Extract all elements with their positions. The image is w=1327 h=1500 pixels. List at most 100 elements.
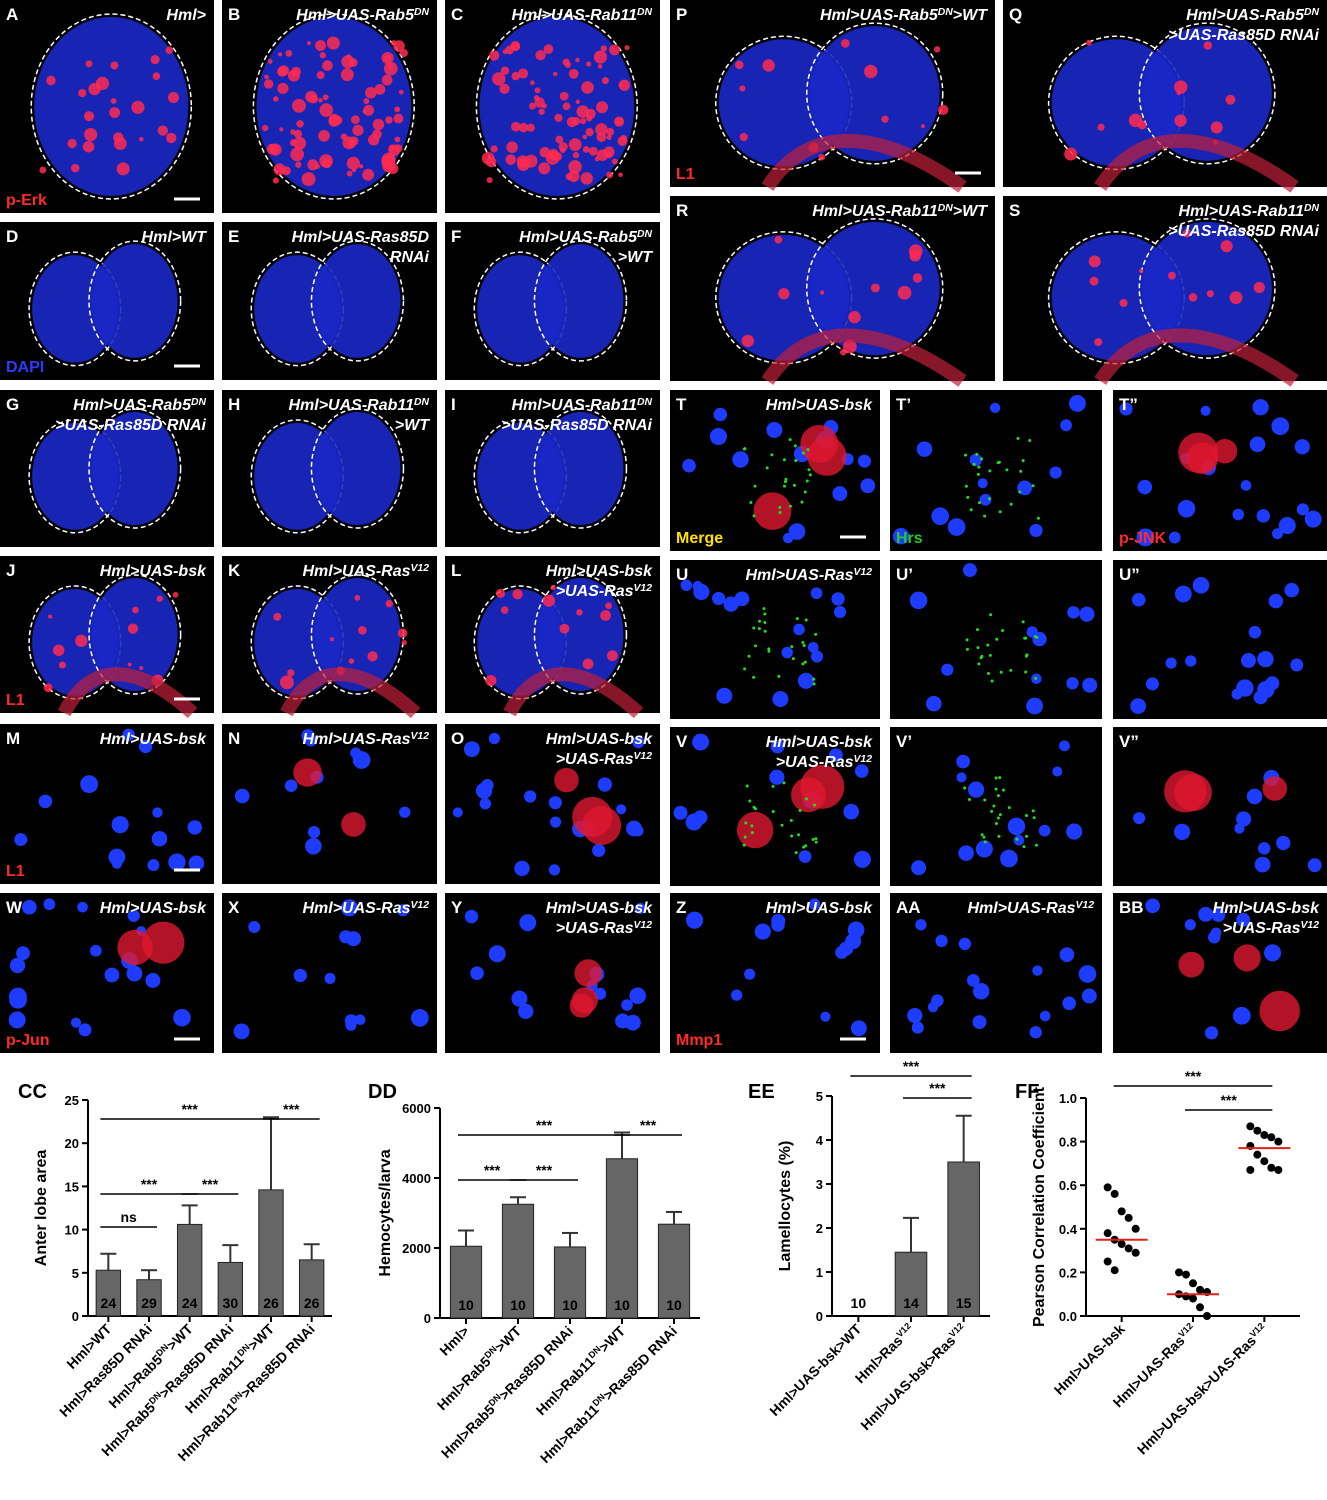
lobe-outline — [88, 240, 182, 362]
hrs-puncta — [983, 798, 987, 802]
signal-spot — [285, 50, 293, 57]
panel: BB Hml>UAS-bsk >UAS-RasV12 — [1113, 893, 1327, 1053]
nucleus — [9, 957, 26, 974]
panel-letter: E — [228, 227, 239, 246]
signal-spot — [1097, 123, 1105, 131]
hrs-puncta — [777, 674, 781, 678]
signal-spot — [495, 588, 506, 598]
data-point — [1274, 1137, 1283, 1146]
panel-image — [890, 727, 1102, 886]
nucleus — [550, 816, 562, 828]
signal-spot — [165, 46, 174, 55]
hrs-puncta — [1009, 668, 1013, 672]
signal-spot — [387, 63, 394, 70]
signal-spot — [614, 116, 625, 127]
signal-spot — [606, 134, 612, 140]
nucleus — [713, 407, 728, 422]
hrs-puncta — [1001, 628, 1005, 632]
panel: B Hml>UAS-Rab5DN — [222, 0, 437, 213]
nucleus — [519, 914, 537, 932]
y-tick-label: 0.4 — [1059, 1222, 1078, 1237]
hrs-puncta — [972, 462, 976, 466]
text-segment: Hml>UAS-bsk — [766, 734, 873, 751]
stained-cell — [1233, 944, 1261, 972]
significance-label: *** — [283, 1101, 300, 1117]
hrs-puncta — [992, 804, 996, 808]
signal-spot — [273, 612, 282, 621]
nucleus — [8, 1011, 26, 1029]
significance-label: *** — [929, 1080, 946, 1096]
hrs-puncta — [808, 473, 812, 477]
nucleus — [892, 528, 910, 545]
signal-spot — [391, 40, 397, 46]
label-text: Hml>UAS-bsk — [546, 563, 653, 580]
nucleus — [479, 797, 491, 810]
signal-spot — [505, 154, 517, 165]
text-segment: Hml>UAS-bsk — [546, 731, 653, 748]
hrs-puncta — [803, 490, 807, 494]
hrs-puncta — [983, 514, 987, 518]
hrs-puncta — [1015, 837, 1019, 841]
nucleus — [1211, 908, 1226, 922]
signal-spot — [575, 99, 581, 104]
panel: U” — [1113, 560, 1327, 719]
nucleus — [1058, 740, 1070, 752]
bar — [258, 1189, 284, 1317]
nucleus — [16, 946, 30, 961]
text-segment: Hml> — [436, 1323, 472, 1359]
text-segment: Hml>UAS-bsk>WT — [766, 1320, 865, 1419]
panel-letter: N — [228, 729, 240, 748]
panel-letter: V” — [1119, 732, 1139, 751]
nucleus — [716, 687, 733, 704]
signal-spot — [819, 290, 825, 295]
panel-letter: W — [6, 898, 23, 917]
nucleus — [1131, 592, 1146, 607]
nucleus — [734, 591, 750, 607]
signal-spot — [534, 97, 545, 108]
nucleus — [843, 803, 860, 820]
nucleus — [38, 794, 53, 809]
signal-spot — [110, 97, 117, 104]
nucleus — [941, 663, 954, 676]
hrs-puncta — [798, 809, 802, 813]
nucleus — [305, 837, 322, 855]
hrs-puncta — [997, 460, 1001, 464]
signal-spot — [301, 172, 316, 187]
text-segment: >WT — [953, 7, 988, 24]
nucleus — [686, 911, 704, 929]
data-point — [1110, 1266, 1119, 1275]
nucleus — [1192, 577, 1210, 594]
signal-spot — [83, 111, 95, 122]
signal-spot — [618, 172, 623, 178]
hrs-puncta — [745, 784, 749, 788]
label-text: Hml>UAS-bsk — [100, 900, 207, 917]
signal-spot — [596, 132, 607, 143]
y-tick-label: 6000 — [402, 1101, 431, 1116]
signal-spot — [545, 150, 560, 165]
signal-spot — [1188, 293, 1198, 302]
signal-spot — [399, 48, 408, 58]
signal-spot — [741, 334, 755, 348]
superscript: V12 — [634, 751, 653, 762]
y-tick-label: 2000 — [402, 1241, 431, 1256]
signal-spot — [606, 171, 613, 179]
signal-spot — [485, 156, 497, 168]
signal-spot — [870, 283, 880, 293]
lobe — [479, 17, 635, 196]
hrs-puncta — [757, 627, 761, 631]
signal-spot — [113, 137, 127, 150]
nucleus — [828, 748, 843, 763]
signal-spot — [559, 147, 566, 154]
data-point — [1124, 1213, 1133, 1222]
nucleus — [835, 946, 849, 959]
label-text: >UAS-Ras85D RNAi — [501, 417, 652, 434]
signal-spot — [933, 46, 941, 53]
data-point — [1246, 1122, 1255, 1131]
signal-spot — [43, 683, 53, 693]
lobe — [1142, 221, 1272, 356]
signal-spot — [127, 623, 139, 634]
text-segment: Hml>UAS-Rab5 — [820, 7, 939, 24]
superscript: V12 — [634, 920, 653, 931]
data-point — [1131, 1224, 1140, 1233]
